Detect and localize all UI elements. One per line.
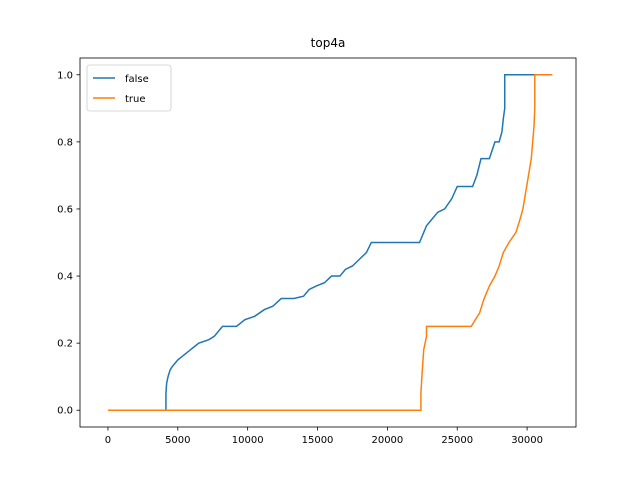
y-tick-label: 0.6 bbox=[57, 204, 73, 215]
chart-title: top4a bbox=[311, 36, 346, 50]
y-tick-label: 0.4 bbox=[57, 272, 73, 283]
x-tick-label: 15000 bbox=[302, 435, 334, 446]
legend: false true bbox=[86, 64, 172, 112]
series-line-true bbox=[107, 74, 553, 411]
legend-label-false: false bbox=[125, 74, 149, 85]
series-layer bbox=[107, 74, 553, 411]
x-tick-label: 20000 bbox=[371, 435, 403, 446]
x-tick-label: 25000 bbox=[441, 435, 473, 446]
plot-frame bbox=[79, 57, 577, 428]
series-line-false bbox=[107, 74, 553, 411]
x-tick-label: 10000 bbox=[232, 435, 264, 446]
x-tick-label: 0 bbox=[105, 435, 111, 446]
x-tick-label: 30000 bbox=[511, 435, 543, 446]
axes-layer: 0 5000 10000 15000 20000 25000 30000 0.0 0.2 0.4 0… bbox=[57, 57, 577, 446]
y-tick-label: 0.0 bbox=[57, 406, 73, 417]
legend-box bbox=[86, 64, 172, 112]
y-tick-label: 1.0 bbox=[57, 70, 73, 81]
y-tick-label: 0.2 bbox=[57, 339, 73, 350]
y-tick-label: 0.8 bbox=[57, 137, 73, 148]
legend-label-true: true bbox=[125, 94, 146, 105]
x-tick-label: 5000 bbox=[165, 435, 190, 446]
